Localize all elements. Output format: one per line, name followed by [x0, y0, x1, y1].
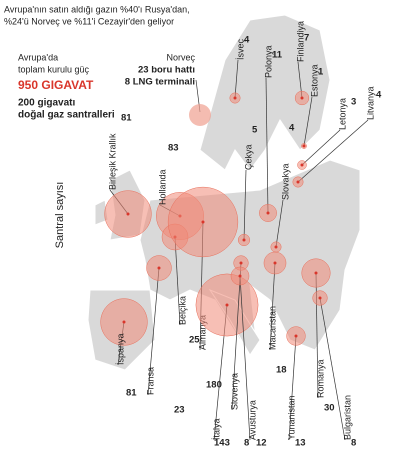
- plant-count: 1: [318, 67, 324, 78]
- leader-line: [297, 119, 369, 183]
- bubble-center: [242, 238, 246, 242]
- country-name: Bulgaristan: [342, 395, 352, 440]
- country-name: Macaristan: [267, 306, 277, 350]
- country-name: Avusturya: [247, 400, 257, 440]
- plant-count: 8: [244, 438, 249, 449]
- country-name: Yunanistan: [286, 395, 296, 440]
- plant-count: 7: [304, 33, 309, 44]
- legend-total: 950 GIGAVAT: [18, 78, 94, 92]
- norway-pipelines: 23 boru hattı: [138, 65, 195, 76]
- country-name: Slovakya: [280, 163, 290, 200]
- leader-line: [234, 59, 239, 99]
- leader-line: [147, 267, 160, 396]
- country-name: Estonya: [309, 64, 319, 97]
- plant-count: 4: [244, 35, 250, 46]
- axis-label: Santral sayısı: [54, 182, 66, 249]
- leader-line: [231, 262, 242, 411]
- country-name: Letonya: [337, 98, 347, 130]
- plant-count: 180: [206, 380, 222, 391]
- bubble-center: [318, 296, 322, 300]
- country-name: Polonya: [263, 45, 273, 78]
- country-name: Romanya: [315, 359, 325, 398]
- leader-line: [269, 262, 276, 351]
- country-name: Slovenya: [229, 373, 239, 410]
- plant-count: 18: [276, 365, 287, 376]
- plant-count: 11: [272, 50, 283, 61]
- legend-text: 200 gigavatı: [18, 98, 75, 109]
- bubble-center: [296, 180, 300, 184]
- plant-count: 12: [256, 438, 267, 449]
- plant-count: 30: [324, 403, 335, 414]
- leader-line: [303, 96, 313, 147]
- plant-count: 4: [289, 123, 295, 134]
- country-name: İsveç: [235, 38, 245, 60]
- plant-count: 81: [126, 388, 137, 399]
- bubble-center: [233, 96, 237, 100]
- plant-count: 4: [376, 90, 382, 101]
- country-name: Çekya: [243, 144, 253, 170]
- leader-line: [275, 199, 284, 248]
- plant-count: 5: [252, 125, 258, 136]
- bubble-center: [266, 211, 270, 215]
- header-line: Avrupa'nın satın aldığı gazın %40'ı Rusy…: [4, 4, 190, 14]
- bubble-center: [239, 261, 243, 265]
- plant-count: 23: [174, 405, 185, 416]
- country-name: Fransa: [145, 367, 155, 395]
- leader-line: [265, 77, 269, 214]
- bubble-center: [274, 245, 278, 249]
- leader-line: [239, 275, 251, 441]
- norway-name: Norveç: [166, 52, 195, 62]
- bubble-center: [238, 274, 242, 278]
- leader-line: [174, 236, 181, 326]
- bubble-center: [294, 334, 298, 338]
- bubble-center: [314, 271, 318, 275]
- country-name: Litvanya: [365, 86, 375, 120]
- legend-text: doğal gaz santralleri: [18, 110, 115, 121]
- country-name: Belçika: [177, 296, 187, 325]
- country-name: Finlandiya: [295, 21, 305, 62]
- plant-count: 3: [351, 97, 356, 108]
- legend-text: Avrupa'da: [18, 52, 58, 62]
- leader-line: [301, 129, 341, 166]
- bubble-center: [122, 320, 126, 324]
- header-line: %24'ü Norveç ve %11'i Cezayir'den geliyo…: [4, 16, 174, 26]
- bubble-center: [157, 266, 161, 270]
- plant-count: 8: [351, 438, 356, 449]
- plant-count: 143: [214, 438, 230, 449]
- norway-marker: [189, 104, 211, 126]
- scandinavia: [199, 14, 331, 171]
- country-name: Almanya: [197, 315, 207, 350]
- leader-line: [319, 297, 346, 441]
- plant-count: 13: [295, 438, 306, 449]
- country-name: Hollanda: [157, 169, 167, 205]
- bubble-center: [302, 144, 306, 148]
- bubble-center: [300, 163, 304, 167]
- leader-line: [243, 169, 247, 241]
- bubble-center: [126, 212, 130, 216]
- plant-count: 83: [168, 143, 179, 154]
- legend-text: toplam kurulu güç: [18, 64, 90, 74]
- leader-line: [288, 335, 297, 441]
- country-name: Birleşik Krallık: [107, 133, 117, 190]
- plant-count: 81: [121, 113, 132, 124]
- country-name: İtalya: [211, 418, 221, 440]
- bubble-center: [225, 303, 229, 307]
- bubble-center: [201, 220, 205, 224]
- country-name: İspanya: [115, 333, 125, 365]
- bubble-center: [300, 96, 304, 100]
- norway-lng: 8 LNG terminali: [125, 77, 195, 88]
- bubble-center: [273, 261, 277, 265]
- plant-count: 25: [189, 335, 200, 346]
